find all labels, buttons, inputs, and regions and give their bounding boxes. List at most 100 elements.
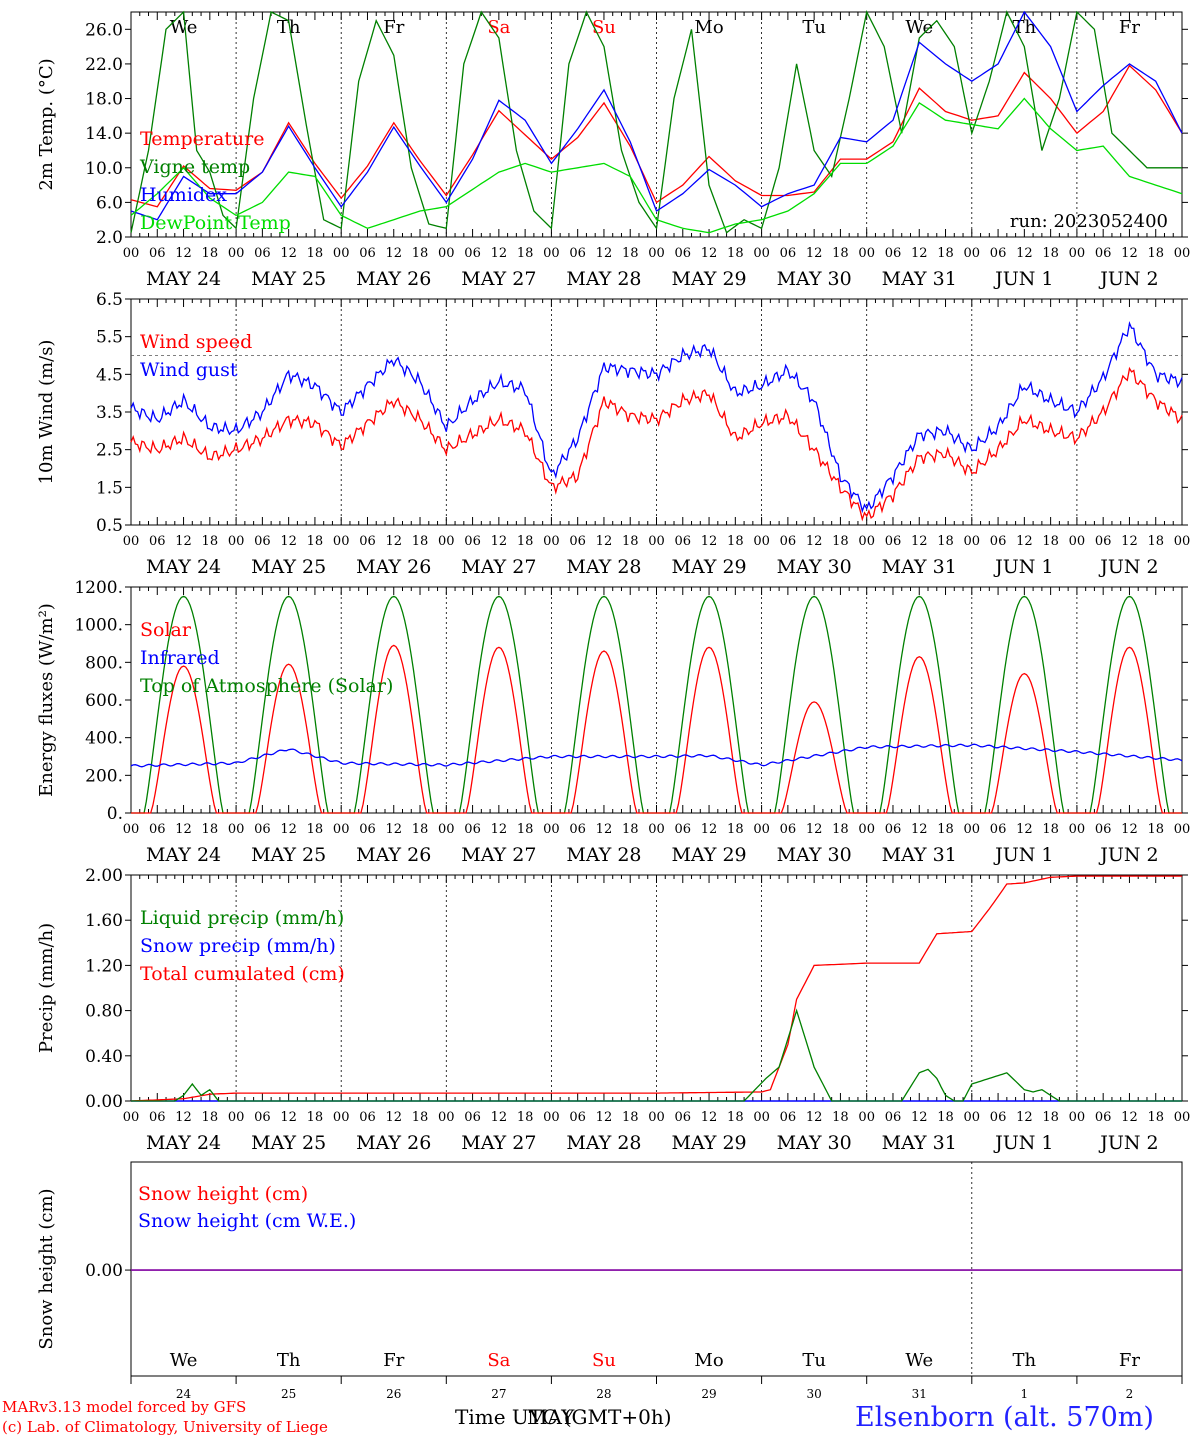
- hour-tick-label: 00: [228, 534, 245, 549]
- legend-liquid-precip-mm-h-: Liquid precip (mm/h): [140, 907, 344, 929]
- hour-tick-label: 18: [202, 1110, 219, 1125]
- hour-tick-label: 00: [543, 822, 560, 837]
- day-name-label: Th: [1013, 1350, 1037, 1371]
- series-solar: [131, 644, 1182, 814]
- hour-tick-label: 12: [280, 534, 297, 549]
- hour-tick-label: 00: [1069, 534, 1086, 549]
- y-tick-label: 200.: [85, 766, 123, 786]
- hour-tick-label: 00: [333, 822, 350, 837]
- hour-tick-label: 18: [307, 534, 324, 549]
- hour-tick-label: 12: [911, 822, 928, 837]
- hour-tick-label: 18: [832, 246, 849, 261]
- hour-tick-label: 06: [149, 246, 166, 261]
- hour-tick-label: 00: [438, 1110, 455, 1125]
- hour-tick-label: 12: [701, 1110, 718, 1125]
- date-label: MAY 31: [882, 556, 957, 578]
- hour-tick-label: 00: [438, 822, 455, 837]
- date-label: MAY 25: [251, 844, 326, 866]
- legend-top-of-atmosphere-solar-: Top of Atmosphere (Solar): [140, 675, 393, 697]
- hour-tick-label: 12: [385, 246, 402, 261]
- day-name-label: Sa: [487, 1350, 510, 1371]
- y-axis-label-energy: Energy fluxes (W/m²): [36, 603, 57, 797]
- hour-tick-label: 06: [780, 822, 797, 837]
- date-label: MAY 27: [461, 556, 536, 578]
- hour-tick-label: 06: [885, 1110, 902, 1125]
- hour-tick-label: 12: [1121, 534, 1138, 549]
- hour-tick-label: 06: [149, 534, 166, 549]
- hour-tick-label: 06: [569, 1110, 586, 1125]
- hour-tick-label: 18: [727, 822, 744, 837]
- hour-tick-label: 06: [885, 534, 902, 549]
- series-vigne-temp: [130, 10, 1182, 234]
- hour-tick-label: 12: [175, 1110, 192, 1125]
- day-number-label: 2: [1126, 1387, 1134, 1401]
- hour-tick-label: 12: [596, 1110, 613, 1125]
- hour-tick-label: 06: [990, 534, 1007, 549]
- hour-tick-label: 06: [569, 534, 586, 549]
- date-label: MAY 26: [356, 1132, 431, 1154]
- hour-tick-label: 18: [1042, 534, 1059, 549]
- hour-tick-label: 18: [517, 246, 534, 261]
- series-liquid-precip-mm-h-: [131, 1008, 1182, 1102]
- date-label: MAY 25: [251, 556, 326, 578]
- hour-tick-label: 06: [254, 534, 271, 549]
- hour-tick-label: 18: [307, 246, 324, 261]
- legend-humidex: Humidex: [140, 184, 227, 206]
- date-label: MAY 26: [356, 268, 431, 290]
- hour-tick-label: 12: [385, 534, 402, 549]
- hour-tick-label: 12: [491, 822, 508, 837]
- hour-tick-label: 12: [596, 822, 613, 837]
- day-number-label: 26: [386, 1387, 401, 1401]
- hour-tick-label: 12: [1016, 534, 1033, 549]
- hour-tick-label: 18: [937, 822, 954, 837]
- date-label: MAY 28: [566, 1132, 641, 1154]
- y-tick-label: 1000.: [74, 616, 123, 636]
- date-label: JUN 2: [1098, 1132, 1158, 1154]
- hour-tick-label: 00: [228, 1110, 245, 1125]
- date-label: MAY 28: [566, 268, 641, 290]
- hour-tick-label: 00: [1069, 246, 1086, 261]
- hour-tick-label: 00: [1069, 1110, 1086, 1125]
- date-label: MAY 26: [356, 556, 431, 578]
- hour-tick-label: 12: [385, 822, 402, 837]
- legend-infrared: Infrared: [140, 647, 220, 669]
- hour-tick-label: 00: [543, 1110, 560, 1125]
- hour-tick-label: 06: [464, 822, 481, 837]
- hour-tick-label: 12: [175, 246, 192, 261]
- hour-tick-label: 18: [727, 246, 744, 261]
- hour-tick-label: 18: [832, 1110, 849, 1125]
- hour-tick-label: 12: [806, 246, 823, 261]
- hour-tick-label: 06: [359, 1110, 376, 1125]
- hour-tick-label: 18: [517, 822, 534, 837]
- hour-tick-label: 00: [964, 534, 981, 549]
- date-label: JUN 2: [1098, 556, 1158, 578]
- hour-tick-label: 06: [780, 534, 797, 549]
- hour-tick-label: 12: [280, 1110, 297, 1125]
- date-label: JUN 1: [993, 268, 1053, 290]
- hour-tick-label: 18: [622, 1110, 639, 1125]
- hour-tick-label: 18: [1147, 246, 1164, 261]
- day-name-label: Tu: [802, 17, 826, 38]
- hour-tick-label: 12: [1016, 822, 1033, 837]
- hour-tick-label: 18: [412, 822, 429, 837]
- date-label: MAY 29: [671, 1132, 746, 1154]
- day-name-label: We: [170, 17, 198, 38]
- hour-tick-label: 12: [1121, 1110, 1138, 1125]
- hour-tick-label: 06: [569, 246, 586, 261]
- hour-tick-label: 12: [911, 534, 928, 549]
- y-tick-label: 0.80: [85, 1002, 123, 1022]
- date-label: MAY 26: [356, 844, 431, 866]
- hour-tick-label: 12: [1016, 246, 1033, 261]
- day-number-label: 30: [807, 1387, 822, 1401]
- y-tick-label: 22.0: [85, 55, 123, 75]
- day-name-label: Fr: [1119, 17, 1140, 38]
- day-number-label: 1: [1021, 1387, 1029, 1401]
- day-name-label: Su: [592, 1350, 616, 1371]
- hour-tick-label: 18: [727, 1110, 744, 1125]
- hour-tick-label: 12: [385, 1110, 402, 1125]
- station-label: Elsenborn (alt. 570m): [855, 1402, 1154, 1433]
- hour-tick-label: 00: [753, 246, 770, 261]
- hour-tick-label: 00: [333, 534, 350, 549]
- hour-tick-label: 12: [1016, 1110, 1033, 1125]
- hour-tick-label: 12: [596, 246, 613, 261]
